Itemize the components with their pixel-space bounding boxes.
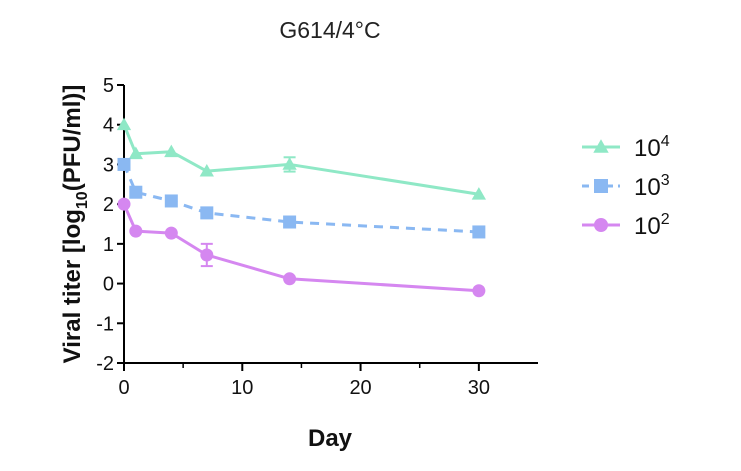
data-point: [472, 225, 486, 239]
x-axis-label: Day: [308, 425, 353, 452]
data-point: [164, 226, 178, 240]
y-tick-label: 0: [103, 274, 114, 296]
series-line: [122, 124, 480, 196]
y-label-pre: Viral titer [log: [59, 209, 86, 363]
x-tick-label: 20: [349, 377, 371, 399]
data-point: [199, 164, 214, 177]
series-circle: [117, 197, 486, 298]
data-point: [129, 224, 143, 238]
legend-marker: [594, 179, 608, 193]
y-tick-label: 3: [103, 154, 114, 176]
series-line: [122, 163, 479, 234]
data-point: [200, 206, 214, 220]
y-tick-label: -1: [96, 313, 114, 335]
y-label-sub: 10: [74, 191, 91, 209]
legend-label: 104: [634, 133, 670, 162]
data-point: [129, 185, 143, 199]
y-tick-label: 5: [103, 75, 114, 97]
x-tick-label: 0: [118, 377, 129, 399]
legend-marker: [594, 218, 608, 232]
series-triangle: [116, 117, 487, 200]
data-point: [283, 215, 297, 229]
data-point: [471, 187, 487, 200]
series-square: [117, 157, 486, 239]
x-tick-label: 10: [231, 377, 253, 399]
legend-item: 102: [582, 211, 670, 240]
axes: -2 -1 0 1 2 3 4 5 0 10 20 30: [96, 75, 538, 399]
data-point: [283, 272, 297, 286]
y-tick-label: -2: [96, 353, 114, 375]
data-point: [472, 284, 486, 298]
plot-area: [116, 117, 487, 298]
svg-text:Viral titer [log10(PFU/ml)]: Viral titer [log10(PFU/ml)]: [59, 85, 91, 364]
legend-item: 104: [582, 133, 670, 162]
legend-marker: [593, 139, 609, 153]
y-tick-label: 1: [103, 234, 114, 256]
data-point: [164, 144, 179, 158]
data-point: [128, 146, 143, 160]
data-point: [164, 194, 178, 208]
legend: 104 103 102: [582, 133, 670, 240]
data-point: [282, 157, 297, 170]
legend-item: 103: [582, 172, 670, 201]
data-point: [116, 117, 132, 131]
y-axis-label: Viral titer [log10(PFU/ml)]: [59, 85, 91, 364]
y-label-post: (PFU/ml)]: [59, 85, 86, 192]
legend-label: 102: [634, 211, 670, 240]
legend-label: 103: [634, 172, 670, 201]
y-tick-label: 2: [103, 194, 114, 216]
data-point: [117, 157, 131, 171]
data-point: [117, 197, 131, 211]
x-tick-label: 30: [468, 377, 490, 399]
y-tick-label: 4: [103, 115, 114, 137]
data-point: [200, 248, 214, 262]
chart-title: G614/4°C: [279, 17, 380, 43]
series-line: [122, 203, 479, 293]
